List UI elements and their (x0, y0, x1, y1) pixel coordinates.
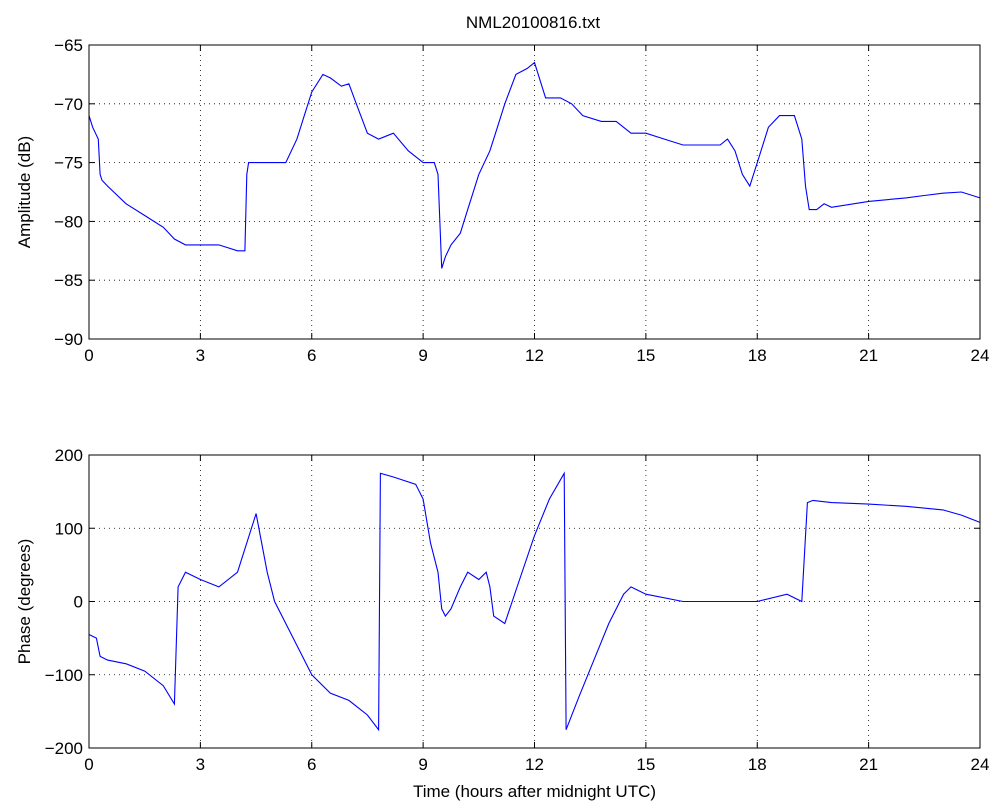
amplitude-plot: 0 3 6 9 12 15 18 21 24 −90 −85 −80 −75 −70 −65 Amplitud… (15, 36, 989, 365)
amplitude-x-tick-label: 3 (196, 346, 205, 365)
amplitude-x-tick-label: 9 (418, 346, 427, 365)
phase-x-tick-label: 9 (418, 755, 427, 774)
phase-y-tick-label: −100 (45, 666, 83, 685)
phase-x-tick-label: 6 (307, 755, 316, 774)
amplitude-y-tick-label: −85 (54, 271, 83, 290)
amplitude-y-tick-label: −70 (54, 95, 83, 114)
phase-y-tick-label: 0 (74, 593, 83, 612)
figure-title: NML20100816.txt (466, 13, 600, 32)
amplitude-y-axis-label: Amplitude (dB) (15, 136, 34, 248)
amplitude-y-tick-label: −75 (54, 154, 83, 173)
phase-y-tick-label: 200 (55, 446, 83, 465)
phase-x-tick-label: 21 (859, 755, 878, 774)
phase-y-tick-label: 100 (55, 519, 83, 538)
phase-x-tick-label: 0 (84, 755, 93, 774)
amplitude-plot-area (89, 45, 980, 339)
phase-plot: 0 3 6 9 12 15 18 21 24 −200 −100 0 100 200 Phase (degr… (15, 446, 989, 801)
amplitude-x-tick-label: 12 (525, 346, 544, 365)
amplitude-x-tick-label: 15 (636, 346, 655, 365)
amplitude-x-tick-label: 6 (307, 346, 316, 365)
amplitude-series-line (88, 61, 981, 269)
phase-x-tick-label: 24 (971, 755, 990, 774)
phase-x-tick-label: 18 (748, 755, 767, 774)
phase-x-axis-label: Time (hours after midnight UTC) (413, 782, 656, 801)
phase-y-tick-label: −200 (45, 739, 83, 758)
phase-x-tick-label: 12 (525, 755, 544, 774)
amplitude-x-tick-label: 24 (971, 346, 990, 365)
phase-x-tick-label: 3 (196, 755, 205, 774)
amplitude-y-tick-label: −90 (54, 330, 83, 349)
phase-series-line (88, 471, 981, 732)
amplitude-x-tick-label: 18 (748, 346, 767, 365)
phase-x-tick-label: 15 (636, 755, 655, 774)
amplitude-x-tick-label: 0 (84, 346, 93, 365)
phase-y-axis-label: Phase (degrees) (15, 539, 34, 665)
amplitude-x-tick-label: 21 (859, 346, 878, 365)
amplitude-y-tick-label: −80 (54, 212, 83, 231)
amplitude-y-tick-label: −65 (54, 36, 83, 55)
